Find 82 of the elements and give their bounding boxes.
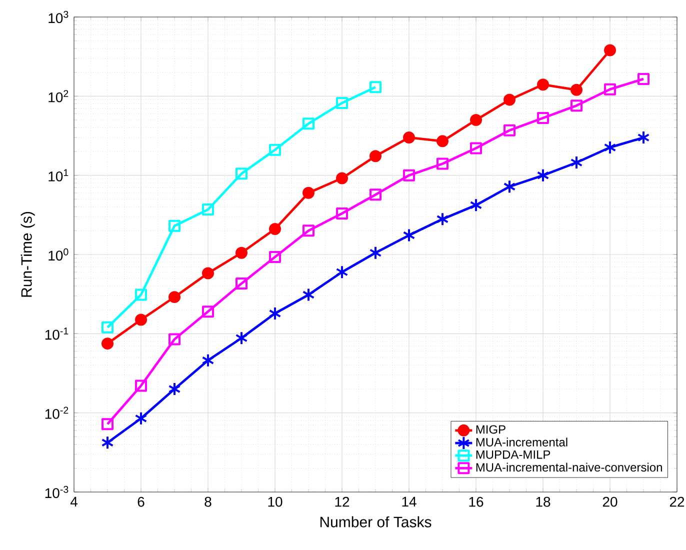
point [537, 112, 550, 124]
point [638, 72, 650, 85]
point [336, 207, 348, 220]
point [504, 94, 516, 106]
point [302, 288, 315, 302]
point [436, 212, 449, 226]
point [202, 353, 214, 368]
y-tick-label: 10$^{2}$ [48, 90, 68, 102]
y-tick-label: 10$^{3}$ [48, 10, 68, 24]
point [168, 291, 180, 304]
y-tick-label: 10$^{-3}$ [45, 486, 68, 498]
point [302, 186, 315, 199]
point [134, 411, 148, 426]
point [370, 150, 382, 162]
x-tick-label: 4 [70, 496, 78, 506]
x-tick-label: 22 [670, 496, 684, 507]
point [470, 142, 482, 154]
legend-label: MUPDA-MILP [476, 450, 550, 459]
point [269, 250, 281, 263]
point [268, 306, 282, 320]
point [370, 188, 382, 201]
legend-label: MUA-incremental [476, 438, 568, 446]
x-tick-label: 12 [335, 496, 350, 507]
y-tick-label: 10$^{-2}$ [45, 406, 68, 419]
point [168, 220, 180, 232]
point [302, 224, 315, 237]
point [537, 78, 550, 91]
point [336, 265, 348, 280]
point [269, 144, 281, 156]
point [470, 114, 482, 126]
point [302, 118, 315, 130]
x-tick-label: 18 [536, 496, 550, 507]
point [604, 44, 616, 56]
x-tick-label: 20 [602, 496, 618, 507]
point [470, 198, 482, 212]
point [101, 436, 114, 450]
point [235, 331, 248, 346]
legend-label: MIGP [476, 425, 506, 434]
point [202, 306, 214, 318]
point [503, 180, 516, 194]
point [236, 168, 248, 180]
point [168, 333, 180, 346]
point [536, 168, 550, 182]
point [504, 124, 516, 136]
y-tick-label: 10$^{0}$ [48, 248, 68, 261]
point [202, 267, 214, 280]
y-tick-label: 10$^{-1}$ [45, 328, 68, 340]
point [369, 246, 382, 260]
point [135, 314, 147, 326]
point [402, 228, 416, 242]
point [604, 140, 616, 154]
point [336, 172, 348, 184]
x-tick-label: 10 [268, 496, 282, 507]
point [570, 156, 583, 170]
x-tick-label: 16 [469, 496, 484, 507]
point [135, 288, 147, 301]
point [102, 338, 114, 350]
point [436, 158, 449, 170]
point [336, 96, 348, 109]
point [370, 81, 382, 94]
point [236, 246, 248, 259]
point [436, 135, 449, 148]
point [102, 418, 114, 430]
point [168, 382, 181, 396]
y-axis-title: Run-Time (s) [20, 212, 35, 297]
x-tick-label: 14 [402, 496, 416, 506]
point [570, 84, 583, 96]
point [570, 100, 583, 112]
y-tick-label: 10$^{1}$ [48, 169, 68, 182]
point [637, 130, 650, 145]
x-axis-title: Number of Tasks [320, 516, 432, 528]
x-tick-label: 6 [138, 496, 144, 507]
point [403, 132, 416, 144]
point [102, 321, 114, 334]
point [269, 222, 281, 235]
legend-label: MUA-incremental-naive-conversion [476, 462, 662, 472]
x-tick-label: 8 [204, 496, 212, 507]
point [403, 169, 416, 182]
point [202, 204, 214, 216]
point [236, 278, 248, 290]
point [135, 380, 147, 392]
point [604, 83, 616, 96]
